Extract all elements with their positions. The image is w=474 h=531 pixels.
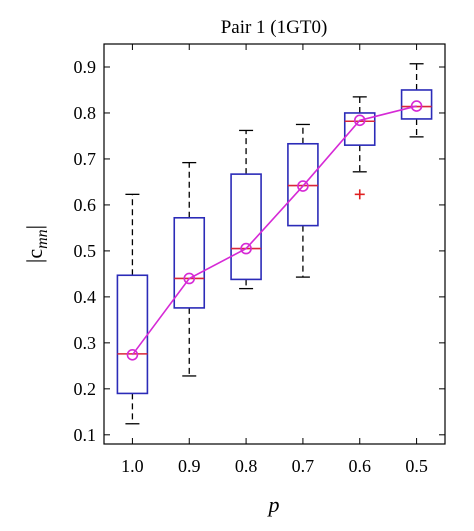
y-tick-label: 0.8 (74, 103, 97, 123)
y-axis-label: |cmn| (22, 225, 51, 263)
boxplot-0.8 (230, 129, 262, 290)
boxplot-0.7 (287, 123, 319, 278)
mean-point (297, 180, 309, 192)
x-tick-label: 0.9 (178, 456, 201, 476)
y-axis-label-close: | (22, 225, 47, 229)
y-axis: 0.1 0.2 0.3 0.4 0.5 0.6 0.7 0.8 0.9 (74, 57, 445, 445)
x-axis-label: p (267, 492, 280, 517)
y-tick-label: 0.2 (74, 379, 97, 399)
mean-line (131, 105, 417, 356)
y-axis-label-subscript: mn (34, 229, 51, 249)
mean-point (183, 272, 196, 285)
mean-point (126, 349, 139, 361)
mean-point (240, 242, 252, 255)
x-tick-label: 0.5 (405, 456, 428, 476)
x-tick-label: 0.6 (349, 456, 372, 476)
x-axis: 1.0 0.9 0.8 0.7 0.6 0.5 (121, 44, 428, 476)
y-tick-label: 0.4 (74, 287, 97, 307)
boxplot-0.9 (173, 161, 206, 377)
y-tick-label: 0.7 (74, 149, 97, 169)
y-tick-label: 0.1 (74, 425, 97, 445)
boxplot-0.6 (343, 96, 376, 200)
y-axis-label-base: |c (22, 249, 47, 263)
y-tick-label: 0.5 (74, 241, 97, 261)
box (173, 216, 206, 309)
box (287, 142, 319, 227)
x-tick-label: 0.7 (292, 456, 315, 476)
boxplot-1.0 (116, 193, 149, 425)
boxplots (116, 63, 433, 425)
mean-point (410, 100, 423, 112)
mean-point (353, 114, 366, 127)
box (230, 173, 262, 281)
y-tick-label: 0.9 (74, 57, 97, 77)
outlier-marker (354, 189, 365, 200)
box (116, 274, 149, 395)
y-tick-label: 0.3 (74, 333, 97, 353)
plot-frame (103, 43, 446, 445)
y-tick-label: 0.6 (74, 195, 97, 215)
box (400, 89, 433, 120)
x-tick-label: 0.8 (235, 456, 258, 476)
mean-line-series (126, 100, 423, 361)
chart-title: Pair 1 (1GT0) (221, 17, 328, 38)
x-tick-label: 1.0 (121, 456, 144, 476)
box (343, 112, 376, 146)
